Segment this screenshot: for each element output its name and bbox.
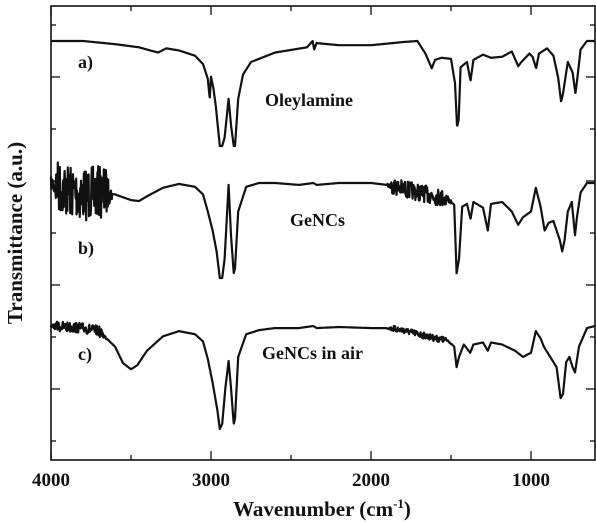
x-tick-label: 1000	[512, 470, 550, 491]
series-tag: c)	[78, 344, 92, 365]
y-axis-title: Transmittance (a.u.)	[3, 142, 27, 324]
series-tag: a)	[78, 52, 93, 73]
x-axis-title: Wavenumber (cm-1)	[233, 496, 411, 521]
plot-frame	[50, 5, 596, 461]
series-name-label: GeNCs	[290, 210, 345, 230]
series-name-label: GeNCs in air	[262, 343, 363, 363]
x-axis-ticks: 4000 3000 2000 1000	[32, 6, 550, 491]
series-tag: b)	[78, 238, 94, 259]
series-line-1	[50, 39, 596, 148]
series-name-label: Oleylamine	[265, 90, 353, 110]
series-line-3	[49, 320, 596, 431]
y-axis-ticks	[51, 24, 595, 442]
x-tick-label: 3000	[192, 470, 230, 491]
spectra-series	[49, 39, 596, 431]
x-tick-label: 4000	[32, 470, 70, 491]
series-line-2	[49, 161, 596, 280]
series-annotations: a) Oleylamine b) GeNCs c) GeNCs in air	[78, 52, 363, 365]
x-tick-label: 2000	[352, 470, 390, 491]
